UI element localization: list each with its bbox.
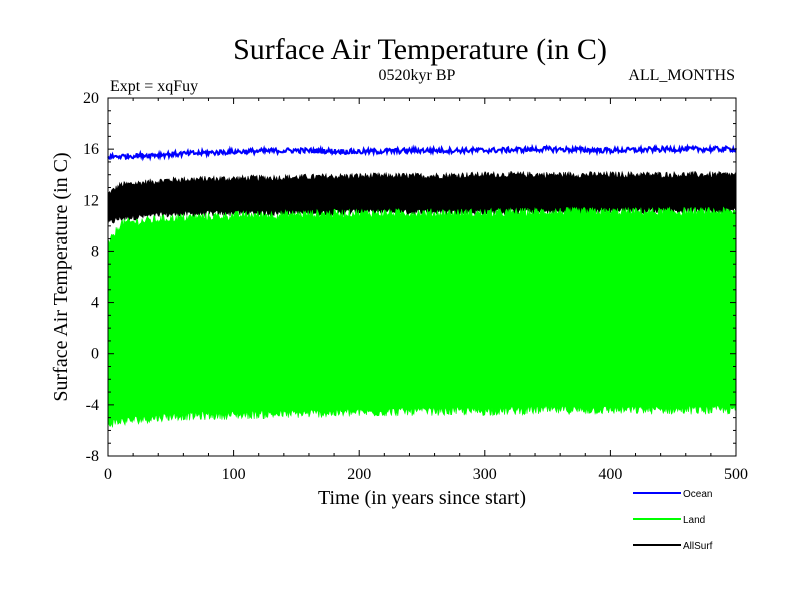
plot-series [107, 143, 737, 428]
y-tick-label: 4 [91, 295, 99, 312]
y-tick-label: 8 [91, 243, 99, 260]
series-land-envelope [107, 206, 737, 428]
x-tick-label: 300 [473, 466, 497, 483]
x-tick-label: 200 [347, 466, 371, 483]
chart-title: Surface Air Temperature (in C) [233, 33, 607, 66]
x-tick-label: 400 [598, 466, 622, 483]
legend-label-land: Land [683, 515, 705, 526]
series-ocean-line [107, 143, 737, 162]
y-axis: -8 -4 0 4 8 12 16 20 [83, 90, 736, 465]
legend-label-allsurf: AllSurf [683, 541, 713, 552]
experiment-label: Expt = xqFuy [110, 78, 198, 95]
y-tick-label: -8 [86, 448, 99, 465]
y-axis-label: Surface Air Temperature (in C) [50, 152, 72, 401]
months-label: ALL_MONTHS [628, 67, 735, 84]
legend-label-ocean: Ocean [683, 489, 712, 500]
legend: Ocean Land AllSurf [633, 489, 713, 552]
y-tick-label: 20 [83, 90, 99, 107]
x-axis-label: Time (in years since start) [318, 487, 526, 509]
x-axis: 0 100 200 300 400 500 [104, 98, 748, 483]
x-tick-label: 0 [104, 466, 112, 483]
chart-subtitle: 0520kyr BP [379, 67, 456, 84]
x-tick-label: 500 [724, 466, 748, 483]
y-tick-label: -4 [86, 397, 99, 414]
y-tick-label: 0 [91, 346, 99, 363]
x-tick-label: 100 [222, 466, 246, 483]
y-tick-label: 12 [83, 192, 99, 209]
y-tick-label: 16 [83, 141, 99, 158]
